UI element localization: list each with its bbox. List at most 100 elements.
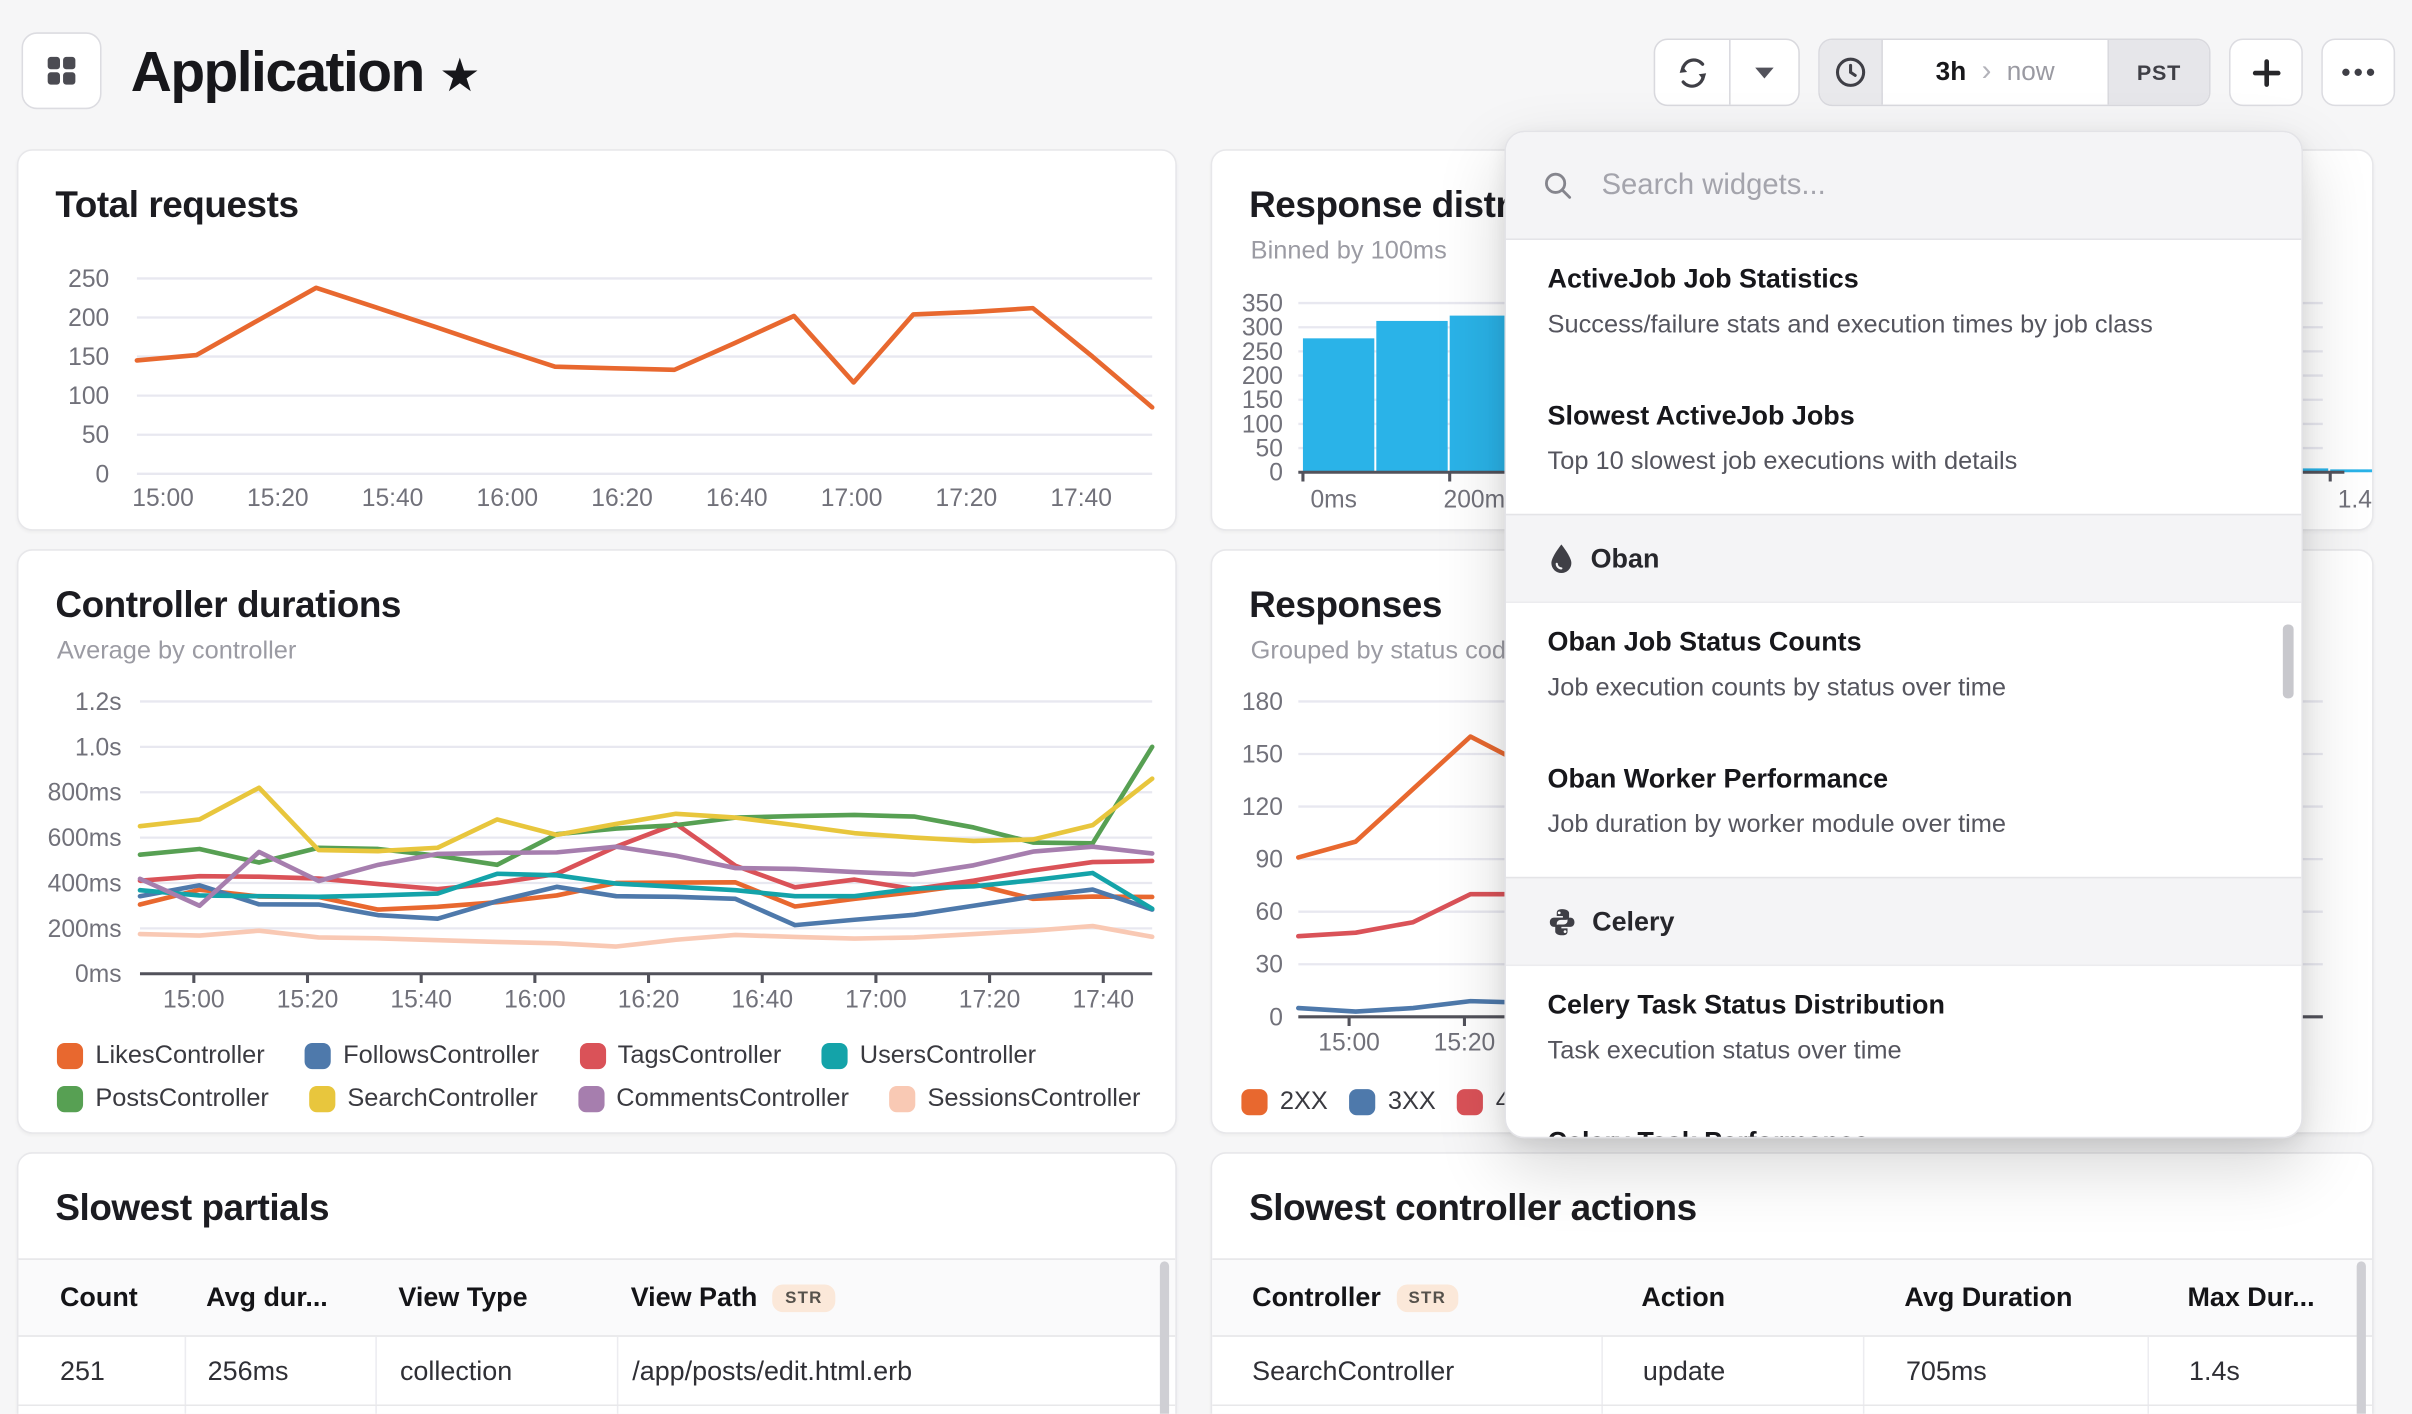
column-label: Controller bbox=[1252, 1281, 1381, 1313]
time-range-duration[interactable]: 3h bbox=[1935, 56, 1967, 87]
refresh-button[interactable] bbox=[1655, 40, 1729, 105]
popover-scrollbar[interactable] bbox=[2282, 624, 2294, 699]
python-icon bbox=[1549, 908, 1575, 935]
favorite-star-icon[interactable]: ★ bbox=[439, 50, 480, 102]
widget-subtitle: Average by controller bbox=[56, 636, 297, 665]
legend-label: PostsController bbox=[95, 1083, 269, 1112]
legend-item[interactable]: LikesController bbox=[56, 1041, 265, 1070]
x-axis-tick-label: 15:40 bbox=[362, 485, 424, 512]
widget-slowest-partials: Slowest partials Count Avg dur... View Typ… bbox=[16, 1152, 1177, 1414]
controller-durations-chart: 1.2s 1.0s 800ms 600ms 400ms 200ms 0ms 15:00 15:2… bbox=[48, 689, 1155, 1014]
legend-item[interactable]: 2XX bbox=[1241, 1087, 1328, 1116]
y-axis-tick-label: 150 bbox=[1242, 741, 1283, 768]
widget-item-title: Slowest ActiveJob Jobs bbox=[1547, 399, 1855, 431]
table-cell: update bbox=[1601, 1336, 1863, 1405]
column-header[interactable]: View Type bbox=[375, 1281, 617, 1313]
widget-list-item[interactable]: Celery Task Status Distribution Task exec… bbox=[1506, 966, 2301, 1068]
x-axis-tick-label: 16:40 bbox=[731, 987, 793, 1014]
column-header[interactable]: Max Dur... bbox=[2147, 1281, 2372, 1313]
x-axis-tick-label: 15:00 bbox=[1318, 1030, 1380, 1057]
widget-item-title: Oban Job Status Counts bbox=[1547, 626, 1862, 657]
legend-label: TagsController bbox=[617, 1040, 782, 1069]
column-header[interactable]: Avg Duration bbox=[1863, 1281, 2148, 1313]
legend-swatch bbox=[1457, 1088, 1484, 1115]
legend-item[interactable]: TagsController bbox=[579, 1041, 781, 1070]
widget-list-item[interactable]: Celery Task Performance bbox=[1506, 1103, 2301, 1137]
legend-label: SessionsController bbox=[927, 1083, 1141, 1112]
add-widget-button[interactable] bbox=[2228, 38, 2303, 107]
legend-label: UsersController bbox=[859, 1040, 1037, 1069]
more-options-button[interactable] bbox=[2321, 38, 2396, 107]
column-header[interactable]: Controller STR bbox=[1212, 1281, 1601, 1313]
widget-list-item[interactable]: Oban Job Status Counts Job execution coun… bbox=[1506, 603, 2301, 705]
y-axis-tick-label: 200ms bbox=[48, 916, 122, 943]
histogram-bar bbox=[2330, 469, 2373, 473]
y-axis-tick-label: 600ms bbox=[48, 825, 122, 852]
histogram-bar bbox=[1376, 320, 1448, 473]
column-header[interactable]: Action bbox=[1601, 1281, 1863, 1313]
type-badge: STR bbox=[772, 1283, 835, 1312]
y-axis-tick-label: 100 bbox=[1242, 411, 1283, 438]
legend-swatch bbox=[1349, 1088, 1376, 1115]
legend-swatch bbox=[577, 1085, 604, 1112]
table-row[interactable]: 251 256ms collection/app/posts/edit.html.e… bbox=[18, 1336, 1176, 1407]
widget-item-title: Oban Worker Performance bbox=[1547, 762, 1889, 794]
y-axis-tick-label: 50 bbox=[82, 422, 109, 449]
widget-list-item[interactable]: Oban Worker Performance Job duration by w… bbox=[1506, 740, 2301, 842]
widget-list-item[interactable]: Slowest ActiveJob Jobs Top 10 slowest job… bbox=[1506, 377, 2301, 479]
dashboards-grid-button[interactable] bbox=[21, 32, 102, 110]
y-axis-tick-label: 1.2s bbox=[75, 689, 122, 716]
legend-label: SearchController bbox=[347, 1083, 538, 1112]
series-line-Total requests bbox=[134, 285, 1155, 410]
chart-legend-row: LikesController FollowsController TagsCont… bbox=[56, 1034, 1076, 1077]
legend-item[interactable]: SessionsController bbox=[888, 1083, 1141, 1113]
table-row[interactable]: SearchController update 705ms 1.4s bbox=[1212, 1336, 2373, 1407]
legend-item[interactable]: UsersController bbox=[821, 1041, 1036, 1070]
column-header[interactable]: Count bbox=[18, 1281, 184, 1313]
y-axis-tick-label: 200 bbox=[68, 305, 109, 332]
table-scrollbar[interactable] bbox=[2356, 1261, 2366, 1414]
widget-item-description: Job execution counts by status over time bbox=[1547, 673, 2007, 702]
timezone-button[interactable]: PST bbox=[2107, 39, 2209, 105]
legend-swatch bbox=[888, 1085, 916, 1112]
column-header[interactable]: View Path STR bbox=[617, 1281, 1175, 1313]
legend-label: CommentsController bbox=[616, 1083, 849, 1112]
refresh-icon bbox=[1679, 57, 1706, 88]
refresh-options-button[interactable] bbox=[1729, 39, 1799, 105]
droplet-icon bbox=[1551, 544, 1572, 574]
column-header[interactable]: Avg dur... bbox=[185, 1281, 376, 1313]
widget-subtitle: Grouped by status code bbox=[1250, 636, 1521, 665]
legend-item[interactable]: PostsController bbox=[56, 1083, 269, 1113]
column-label: View Path bbox=[630, 1281, 758, 1313]
legend-item[interactable]: 3XX bbox=[1349, 1087, 1436, 1116]
y-axis-tick-label: 50 bbox=[1256, 436, 1283, 463]
series-line-UsersController bbox=[137, 870, 1155, 911]
x-axis-tick-label: 17:20 bbox=[959, 987, 1021, 1014]
widget-search-input[interactable] bbox=[1598, 166, 2265, 204]
table-cell: 256ms bbox=[184, 1336, 376, 1405]
widget-search-bar[interactable] bbox=[1505, 132, 2302, 240]
time-range-clock-segment[interactable] bbox=[1819, 39, 1883, 105]
widget-item-title: Celery Task Status Distribution bbox=[1547, 989, 1945, 1020]
table-cell: SearchController bbox=[1252, 1354, 1455, 1386]
widget-title: Total requests bbox=[55, 184, 299, 227]
widget-picker-popover: ActiveJob Job Statistics Success/failure … bbox=[1504, 130, 2303, 1139]
legend-item[interactable]: CommentsController bbox=[577, 1083, 849, 1113]
widget-list-item[interactable]: ActiveJob Job Statistics Success/failure … bbox=[1506, 240, 2301, 342]
time-range-end[interactable]: now bbox=[2006, 56, 2055, 87]
legend-item[interactable]: FollowsController bbox=[304, 1041, 539, 1070]
y-axis-tick-label: 30 bbox=[1256, 952, 1283, 979]
table-scrollbar[interactable] bbox=[1159, 1261, 1170, 1414]
legend-item[interactable]: SearchController bbox=[308, 1083, 538, 1113]
x-axis-tick-label: 17:20 bbox=[936, 485, 998, 512]
series-line-SessionsController bbox=[137, 923, 1155, 949]
legend-swatch bbox=[56, 1042, 84, 1069]
timezone-label: PST bbox=[2136, 59, 2182, 85]
time-range-control[interactable]: 3h › now PST bbox=[1818, 38, 2211, 107]
histogram-bar bbox=[1302, 338, 1375, 473]
time-range-value[interactable]: 3h › now bbox=[1883, 40, 2108, 105]
legend-swatch bbox=[304, 1042, 331, 1069]
legend-swatch bbox=[56, 1085, 84, 1112]
legend-swatch bbox=[1241, 1088, 1268, 1115]
widget-title: Slowest partials bbox=[55, 1187, 330, 1230]
